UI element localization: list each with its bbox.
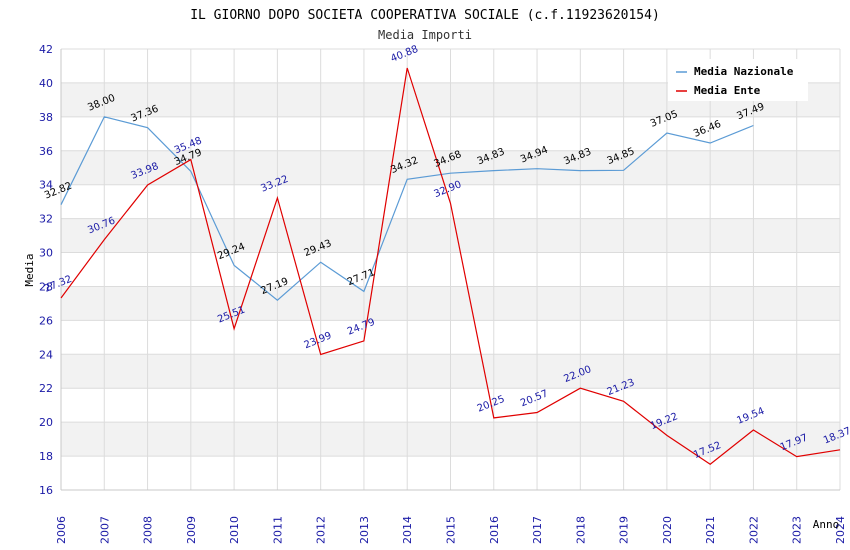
y-tick-label: 26: [39, 314, 53, 327]
data-label: 23.99: [303, 330, 334, 351]
data-label: 27.71: [346, 267, 377, 288]
x-tick-label: 2006: [55, 516, 68, 544]
x-tick-label: 2016: [488, 516, 501, 544]
legend: Media Nazionale Media Ente: [668, 59, 808, 101]
chart-title: IL GIORNO DOPO SOCIETA COOPERATIVA SOCIA…: [190, 8, 660, 23]
x-tick-label: 2010: [228, 516, 241, 544]
x-tick-label: 2020: [661, 516, 674, 544]
y-tick-label: 36: [39, 145, 53, 158]
x-tick-label: 2015: [445, 516, 458, 544]
y-tick-label: 30: [39, 247, 53, 260]
y-tick-label: 32: [39, 213, 53, 226]
x-tick-label: 2008: [142, 516, 155, 544]
data-label: 40.88: [389, 44, 420, 65]
y-tick-label: 22: [39, 382, 53, 395]
x-tick-label: 2011: [271, 516, 284, 544]
x-tick-label: 2009: [185, 516, 198, 544]
chart-subtitle: Media Importi: [378, 28, 472, 42]
y-tick-label: 18: [39, 450, 53, 463]
data-label: 20.25: [476, 394, 507, 415]
y-tick-label: 40: [39, 77, 53, 90]
x-tick-label: 2014: [401, 516, 414, 544]
legend-box: [668, 59, 808, 101]
x-axis-label: Anno: [813, 518, 840, 531]
x-tick-label: 2013: [358, 516, 371, 544]
series-line-ente: [60, 67, 841, 465]
y-tick-label: 24: [39, 348, 53, 361]
y-tick-label: 20: [39, 416, 53, 429]
gridlines: [60, 48, 841, 491]
x-tick-label: 2017: [531, 516, 544, 544]
legend-label-ente: Media Ente: [694, 84, 761, 97]
x-tick-label: 2023: [791, 516, 804, 544]
y-tick-label: 38: [39, 111, 53, 124]
data-label: 20.57: [519, 388, 550, 409]
y-tick-label: 42: [39, 43, 53, 56]
x-axis-ticks: 2006 2007 2008 2009 2010 2011 2012 2013 2014 2015…: [55, 516, 847, 544]
x-tick-label: 2007: [98, 516, 111, 544]
x-tick-label: 2018: [574, 516, 587, 544]
y-tick-label: 16: [39, 484, 53, 497]
y-tick-label: 28: [39, 280, 53, 293]
x-tick-label: 2024: [834, 516, 847, 544]
y-tick-label: 34: [39, 179, 53, 192]
x-tick-label: 2021: [704, 516, 717, 544]
x-tick-label: 2019: [618, 516, 631, 544]
x-tick-label: 2022: [747, 516, 760, 544]
x-tick-label: 2012: [315, 516, 328, 544]
series-lines: [60, 67, 841, 465]
y-axis-label: Media: [23, 253, 36, 286]
legend-label-nazionale: Media Nazionale: [694, 65, 794, 78]
y-axis-ticks: 16 18 20 22 24 26 28 30 32 34 36 38 40 42: [39, 43, 53, 497]
series-line-nazionale: [60, 116, 754, 301]
data-label: 36.46: [692, 119, 723, 140]
